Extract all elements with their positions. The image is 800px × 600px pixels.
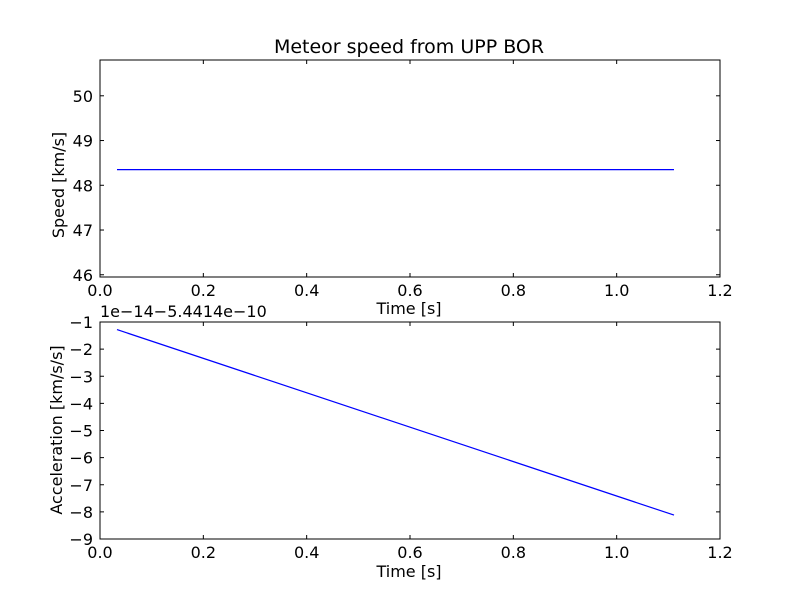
acceleration-y-axis-label: Acceleration [km/s/s] — [47, 345, 66, 514]
acceleration-y-tick-label: −6 — [69, 449, 93, 468]
acceleration-x-tick-label: 0.6 — [397, 543, 422, 562]
speed-y-tick-label: 48 — [73, 176, 93, 195]
acceleration-x-axis-label: Time [s] — [375, 562, 441, 581]
speed-x-tick-label: 0.6 — [397, 281, 422, 300]
speed-x-tick-label: 0.8 — [501, 281, 526, 300]
speed-y-tick-label: 46 — [73, 266, 93, 285]
speed-x-tick-label: 0.2 — [191, 281, 216, 300]
acceleration-offset-text: 1e−14−5.4414e−10 — [100, 302, 267, 321]
acceleration-subplot: 1e−14−5.4414e−10 Time [s] Acceleration [… — [47, 302, 733, 581]
speed-x-tick-label: 0.0 — [87, 281, 112, 300]
acceleration-y-tick-label: −5 — [69, 422, 93, 441]
acceleration-y-tick-label: −7 — [69, 476, 93, 495]
acceleration-x-tick-label: 0.2 — [191, 543, 216, 562]
acceleration-x-tick-label: 0.8 — [501, 543, 526, 562]
acceleration-y-tick-label: −1 — [69, 313, 93, 332]
acceleration-y-tick-label: −4 — [69, 394, 93, 413]
acceleration-y-tick-label: −9 — [69, 530, 93, 549]
speed-y-tick-label: 50 — [73, 87, 93, 106]
acceleration-x-tick-label: 0.4 — [294, 543, 319, 562]
acceleration-series-line — [116, 329, 675, 516]
acceleration-y-tick-label: −8 — [69, 503, 93, 522]
speed-plot-frame — [99, 59, 721, 278]
speed-x-axis-label: Time [s] — [375, 299, 441, 318]
acceleration-x-tick-label: 0.0 — [87, 543, 112, 562]
speed-x-tick-label: 1.2 — [707, 281, 732, 300]
speed-subplot: Time [s] Speed [km/s] 0.0 0.2 0.4 0.6 0.8 1.0… — [49, 59, 733, 318]
speed-y-tick-label: 49 — [73, 132, 93, 151]
speed-x-tick-label: 0.4 — [294, 281, 319, 300]
speed-x-tick-label: 1.0 — [604, 281, 629, 300]
speed-y-tick-label: 47 — [73, 221, 93, 240]
acceleration-y-tick-label: −3 — [69, 367, 93, 386]
speed-y-axis-label: Speed [km/s] — [49, 132, 68, 238]
acceleration-y-tick-label: −2 — [69, 340, 93, 359]
chart-title: Meteor speed from UPP BOR — [274, 36, 544, 58]
acceleration-x-tick-label: 1.2 — [707, 543, 732, 562]
acceleration-x-tick-label: 1.0 — [604, 543, 629, 562]
